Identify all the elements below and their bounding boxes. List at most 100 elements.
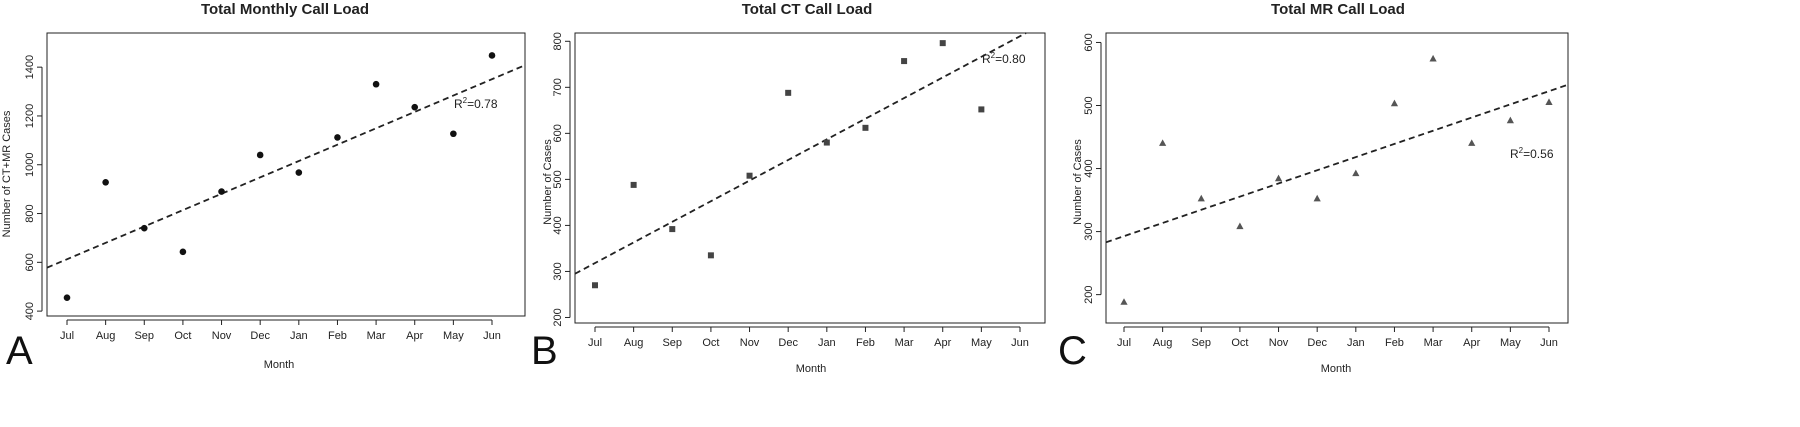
- data-point: [1197, 194, 1205, 202]
- x-tick-label: Feb: [856, 337, 875, 349]
- data-point: [450, 130, 457, 138]
- x-axis: Jul Aug Sep Oct Nov Dec Jan Feb Mar Apr May Jun: [588, 326, 1029, 349]
- y-tick-label: 300: [552, 262, 564, 280]
- x-tick-label: Apr: [1463, 337, 1480, 349]
- y-tick-label: 400: [552, 216, 564, 234]
- data-point: [785, 89, 792, 96]
- data-point: [334, 134, 341, 141]
- data-point: [140, 224, 148, 232]
- panel-a: Total Monthly Call Load Number of CT+MR …: [1, 1, 526, 373]
- x-tick-label: May: [1500, 337, 1521, 349]
- x-axis: Jul Aug Sep Oct Nov Dec Jan Feb Mar Apr May Jun: [60, 319, 501, 342]
- y-tick-label: 1400: [24, 55, 36, 79]
- x-axis-label: Month: [796, 363, 827, 375]
- y-tick-label: 800: [552, 32, 564, 50]
- x-tick-label: Jun: [483, 330, 501, 342]
- data-points: [1120, 54, 1553, 305]
- data-point: [1468, 139, 1476, 146]
- y-axis-label: Number of CT+MR Cases: [1, 110, 13, 237]
- data-points: [592, 40, 985, 289]
- x-tick-label: Nov: [212, 330, 232, 342]
- x-tick-label: Jul: [60, 330, 74, 342]
- y-tick-label: 500: [552, 170, 564, 188]
- x-tick-label: Nov: [740, 337, 760, 349]
- y-tick-label: 1200: [24, 104, 36, 128]
- data-point: [1274, 174, 1283, 182]
- data-point: [1545, 98, 1553, 105]
- x-tick-label: Dec: [250, 330, 270, 342]
- data-point: [488, 52, 496, 59]
- data-point: [1159, 139, 1167, 146]
- data-point: [939, 40, 946, 47]
- x-tick-label: Sep: [662, 337, 682, 349]
- data-point: [823, 139, 830, 146]
- trend-line: [574, 32, 1027, 275]
- x-axis-label: Month: [264, 359, 295, 371]
- data-point: [1352, 169, 1360, 177]
- data-point: [411, 103, 419, 111]
- panel-letter: B: [531, 329, 558, 373]
- trend-line-group: [1105, 83, 1569, 244]
- data-point: [746, 172, 753, 179]
- data-point: [372, 80, 380, 88]
- r-squared-label: R2=0.80: [982, 51, 1026, 66]
- x-tick-label: Dec: [1307, 337, 1327, 349]
- data-point: [1506, 116, 1514, 124]
- x-tick-label: Aug: [96, 330, 116, 342]
- chart-title: Total Monthly Call Load: [201, 1, 369, 18]
- data-point: [1236, 222, 1244, 230]
- y-tick-label: 200: [552, 308, 564, 326]
- data-point: [978, 106, 985, 113]
- data-point: [1313, 194, 1321, 202]
- y-axis: 400 600 800 1000 1200 1400: [24, 55, 43, 320]
- y-tick-label: 800: [24, 204, 36, 222]
- data-point: [256, 151, 264, 159]
- data-point: [295, 169, 303, 176]
- x-tick-label: Feb: [1385, 337, 1404, 349]
- panel-b: Total CT Call Load Number of Cases Month…: [531, 1, 1046, 375]
- x-tick-label: Oct: [1231, 337, 1248, 349]
- x-axis-label: Month: [1321, 363, 1352, 375]
- x-tick-label: Aug: [624, 337, 644, 349]
- y-tick-label: 700: [552, 78, 564, 96]
- y-axis: 200 300 400 500 600 700 800: [552, 32, 571, 327]
- y-tick-label: 300: [1083, 222, 1095, 240]
- y-tick-label: 400: [24, 302, 36, 320]
- x-tick-label: Jan: [290, 330, 308, 342]
- chart-title: Total CT Call Load: [742, 1, 873, 18]
- x-tick-label: Aug: [1153, 337, 1173, 349]
- data-point: [707, 252, 714, 259]
- data-point: [63, 294, 71, 302]
- y-axis: 200 300 400 500 600: [1083, 33, 1102, 304]
- data-point: [102, 179, 109, 186]
- y-tick-label: 600: [1083, 33, 1095, 51]
- data-point: [218, 188, 225, 195]
- y-axis-label: Number of Cases: [542, 139, 554, 225]
- data-point: [901, 58, 908, 65]
- y-tick-label: 600: [552, 124, 564, 142]
- data-point: [592, 282, 598, 289]
- y-tick-label: 1000: [24, 152, 36, 176]
- y-tick-label: 400: [1083, 159, 1095, 177]
- plot-frame: [46, 32, 526, 317]
- panel-letter: C: [1058, 329, 1087, 373]
- trend-line-group: [46, 64, 526, 269]
- x-tick-label: Jun: [1011, 337, 1029, 349]
- y-tick-label: 500: [1083, 96, 1095, 114]
- trend-line: [46, 64, 526, 269]
- trend-line: [1105, 83, 1569, 244]
- data-point: [1120, 298, 1128, 305]
- x-tick-label: Apr: [406, 330, 423, 342]
- plot-frame: [1105, 32, 1569, 324]
- data-point: [1429, 54, 1437, 62]
- panel-c: Total MR Call Load Number of Cases Month…: [1058, 1, 1569, 375]
- chart-title: Total MR Call Load: [1271, 1, 1405, 18]
- r-squared-label: R2=0.56: [1510, 146, 1554, 161]
- y-tick-label: 600: [24, 253, 36, 271]
- x-tick-label: Jun: [1540, 337, 1558, 349]
- data-point: [669, 226, 676, 233]
- x-tick-label: Sep: [1191, 337, 1211, 349]
- x-tick-label: Sep: [134, 330, 154, 342]
- x-tick-label: May: [971, 337, 992, 349]
